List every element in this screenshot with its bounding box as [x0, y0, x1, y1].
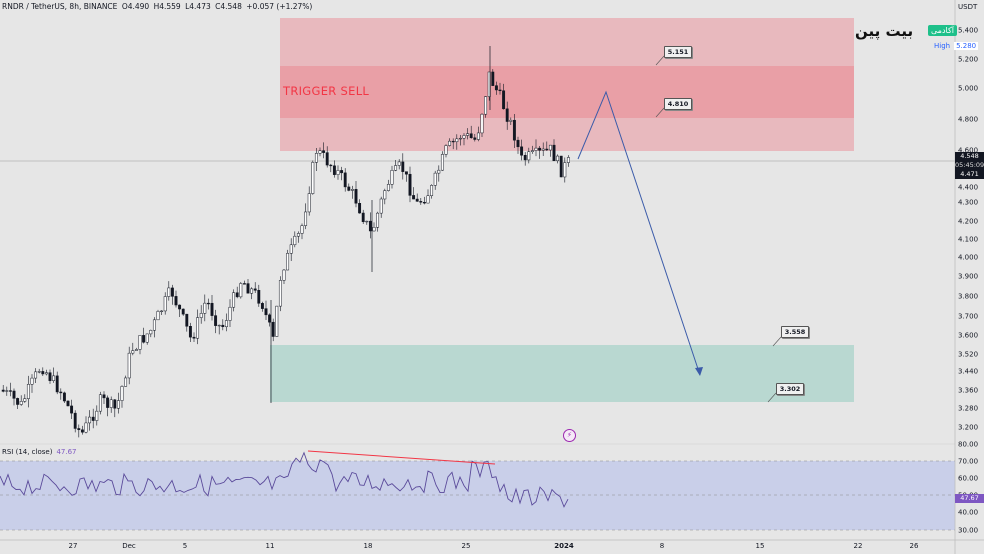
ohlc-high: H4.559: [153, 2, 181, 11]
callout-5151[interactable]: 5.151: [664, 46, 692, 58]
time-tick-9: 22: [854, 542, 863, 550]
price-tick-19: 3.280: [958, 405, 978, 413]
price-tick-4: 4.800: [958, 116, 978, 124]
projection-arrow: [577, 90, 701, 376]
rsi-tick-2: 60.00: [958, 475, 978, 483]
rsi-legend-value: 47.67: [56, 448, 77, 456]
symbol-title[interactable]: RNDR / TetherUS, 8h, BINANCE: [2, 2, 118, 11]
rsi-divergence-line: [307, 450, 496, 465]
current-price-tag: 4.548: [955, 152, 984, 161]
price-tick-12: 3.900: [958, 273, 978, 281]
ohlc-low: L4.473: [185, 2, 211, 11]
price-tick-11: 4.000: [958, 254, 978, 262]
price-tick-20: 3.200: [958, 424, 978, 432]
price-tick-5: 4.600: [958, 147, 978, 155]
countdown-tag: 05:45:09: [955, 161, 984, 170]
price-tick-13: 3.800: [958, 293, 978, 301]
price-tick-7: 4.400: [958, 184, 978, 192]
time-tick-5: 25: [462, 542, 471, 550]
symbol-header: RNDR / TetherUS, 8h, BINANCE O4.490 H4.5…: [2, 2, 314, 11]
callout-4810[interactable]: 4.810: [664, 98, 692, 110]
ohlc-open: O4.490: [121, 2, 150, 11]
price-tick-15: 3.600: [958, 332, 978, 340]
brand-logo: بیت پین آکادمی: [855, 22, 959, 42]
projection-arrowhead: [695, 367, 703, 376]
callout-leader-4810: [655, 107, 665, 118]
logo-text: بیت پین: [855, 22, 914, 40]
time-tick-8: 15: [756, 542, 765, 550]
price-axis[interactable]: 5.4005.2005.0004.8004.6004.5004.4004.300…: [958, 27, 978, 432]
callout-3558[interactable]: 3.558: [781, 326, 809, 338]
price-tick-14: 3.700: [958, 313, 978, 321]
buy-zone[interactable]: [270, 345, 854, 402]
low-tag: 4.471: [955, 170, 984, 179]
price-tick-18: 3.360: [958, 387, 978, 395]
price-tick-2: 5.200: [958, 56, 978, 64]
price-tick-17: 3.440: [958, 368, 978, 376]
lightning-icon[interactable]: ⚡: [563, 429, 576, 442]
rsi-band: [0, 461, 955, 530]
time-tick-7: 8: [660, 542, 664, 550]
price-tick-9: 4.200: [958, 218, 978, 226]
logo-badge: آکادمی: [928, 25, 957, 36]
time-tick-0: 27: [69, 542, 78, 550]
rsi-tick-4: 40.00: [958, 509, 978, 517]
ohlc-close: C4.548: [215, 2, 242, 11]
price-tick-0: 5.400: [958, 27, 978, 35]
price-tick-8: 4.300: [958, 199, 978, 207]
rsi-tick-5: 30.00: [958, 527, 978, 535]
ohlc-change: +0.057 (+1.27%): [246, 2, 313, 11]
time-tick-6: 2024: [554, 542, 574, 550]
rsi-title: RSI (14, close): [2, 448, 53, 456]
time-tick-2: 5: [183, 542, 187, 550]
callout-leader-5151: [655, 55, 665, 66]
time-tick-1: Dec: [122, 542, 136, 550]
rsi-tick-0: 80.00: [958, 441, 978, 449]
rsi-tick-1: 70.00: [958, 458, 978, 466]
price-tick-3: 5.000: [958, 85, 978, 93]
price-tick-10: 4.100: [958, 236, 978, 244]
time-tick-4: 18: [364, 542, 373, 550]
high-marker: High 5.280: [934, 42, 979, 50]
currency-unit[interactable]: USDT: [958, 3, 978, 11]
rsi-legend[interactable]: RSI (14, close) 47.67: [2, 448, 77, 456]
callout-leader-3558: [772, 336, 782, 347]
candles: [1, 46, 570, 438]
callout-3302[interactable]: 3.302: [776, 383, 804, 395]
rsi-line: [0, 451, 569, 508]
time-tick-3: 11: [266, 542, 275, 550]
trigger-sell-label[interactable]: TRIGGER SELL: [283, 84, 370, 98]
time-tick-10: 26: [910, 542, 919, 550]
sell-zone-core: [280, 66, 854, 118]
high-value: 5.280: [954, 42, 979, 50]
callout-leader-3302: [767, 392, 777, 403]
price-tick-16: 3.520: [958, 351, 978, 359]
time-axis[interactable]: 27 Dec 5 11 18 25 2024 8 15 22 26: [69, 542, 919, 550]
rsi-value-tag: 47.67: [955, 494, 984, 503]
high-label: High: [934, 42, 951, 50]
